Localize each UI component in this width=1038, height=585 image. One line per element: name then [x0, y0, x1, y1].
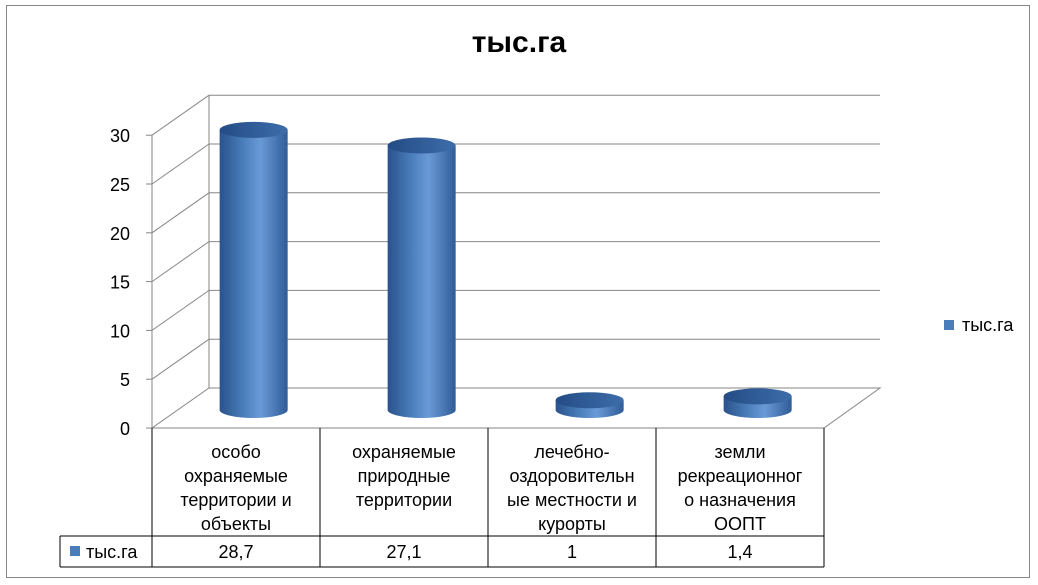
gridline-side [152, 95, 209, 135]
category-label: природные [358, 466, 451, 486]
bar [388, 138, 456, 418]
y-tick-label: 0 [120, 419, 130, 439]
gridline-side [152, 290, 209, 330]
y-tick-label: 25 [110, 175, 130, 195]
bar-body [220, 130, 288, 418]
category-label: территории и [180, 490, 291, 510]
data-label: 1 [567, 542, 577, 562]
category-label: объекты [201, 514, 271, 534]
category-label: земли [715, 442, 766, 462]
category-label: оздоровительн [509, 466, 634, 486]
category-label: о назначения [684, 490, 796, 510]
category-label: курорты [538, 514, 606, 534]
gridline-side [152, 242, 209, 282]
category-label: рекреационног [678, 466, 803, 486]
gridline-side [152, 144, 209, 184]
category-label: охраняемые [352, 442, 456, 462]
table-series-name: тыс.га [86, 542, 138, 562]
y-tick-label: 30 [110, 126, 130, 146]
bar [724, 388, 792, 418]
bar-top [388, 138, 456, 154]
data-label: 27,1 [386, 542, 421, 562]
bar-top [724, 388, 792, 404]
bar-top [220, 122, 288, 138]
legend-key [944, 320, 954, 330]
bar [556, 392, 624, 418]
table-legend-key [70, 546, 80, 556]
bar [220, 122, 288, 418]
data-table: особо охраняемые территории и объекты 28,7 ох… [60, 428, 824, 567]
bars [220, 122, 792, 418]
gridline-side [152, 339, 209, 379]
category-label: лечебно- [534, 442, 609, 462]
bar-top [556, 392, 624, 408]
bar-body [388, 146, 456, 418]
data-label: 1,4 [727, 542, 752, 562]
category-label: охраняемые [184, 466, 288, 486]
y-axis: 0 5 10 15 20 25 30 [110, 126, 152, 439]
category-label: особо [211, 442, 261, 462]
y-tick-label: 20 [110, 224, 130, 244]
category-label: ООПТ [714, 514, 766, 534]
gridline-side [152, 193, 209, 233]
category-label: ые местности и [507, 490, 637, 510]
legend: тыс.га [944, 315, 1014, 335]
y-tick-label: 5 [120, 370, 130, 390]
y-tick-label: 10 [110, 321, 130, 341]
y-tick-label: 15 [110, 273, 130, 293]
category-label: территории [356, 490, 452, 510]
legend-label: тыс.га [962, 315, 1014, 335]
chart-title: тыс.га [472, 26, 567, 59]
data-label: 28,7 [218, 542, 253, 562]
